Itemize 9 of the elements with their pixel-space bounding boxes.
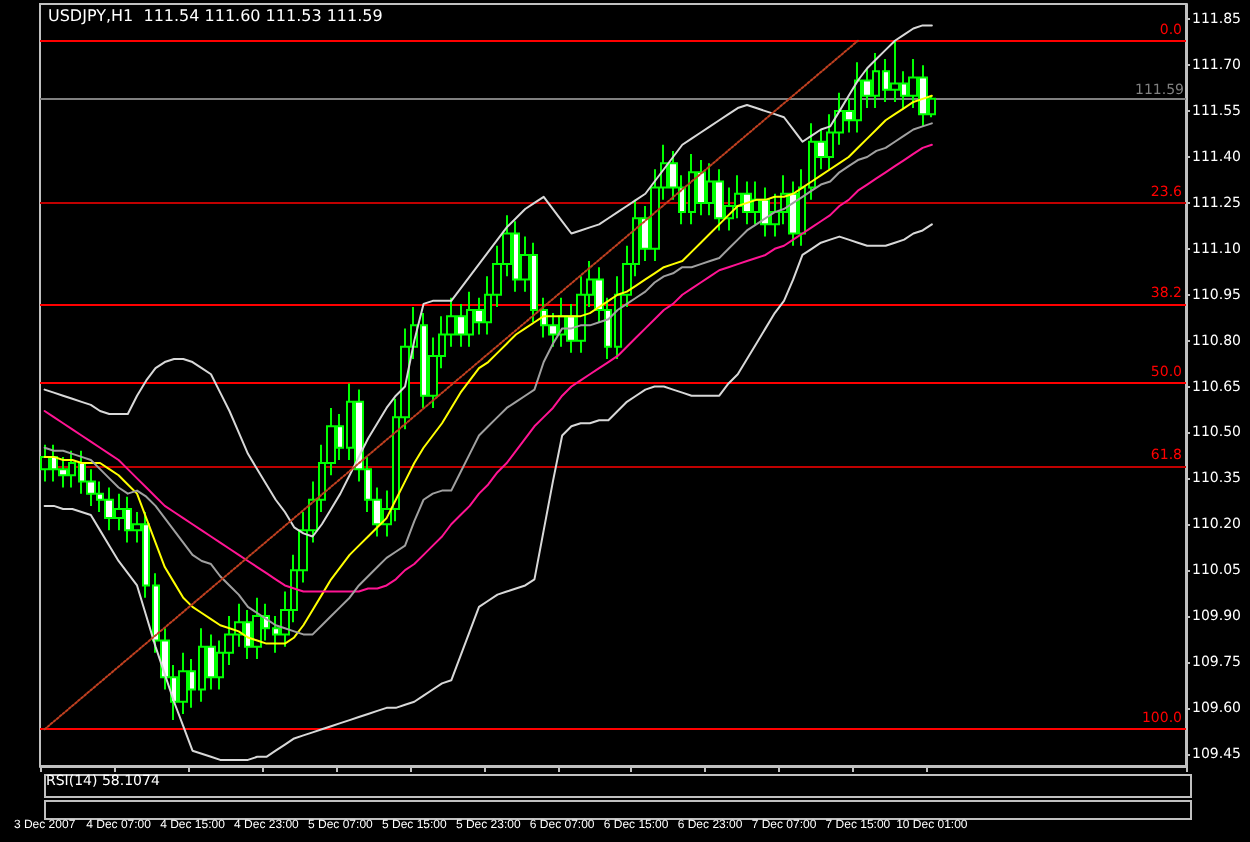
candlestick (742, 180, 752, 226)
line-series (43, 24, 933, 538)
candlestick (252, 596, 262, 660)
chart-title: USDJPY,H1 111.54 111.60 111.53 111.59 (48, 7, 383, 25)
candlestick (178, 651, 188, 715)
candlestick (890, 39, 900, 103)
candlestick (40, 443, 50, 483)
candlestick (696, 159, 706, 217)
line-series (43, 223, 933, 761)
